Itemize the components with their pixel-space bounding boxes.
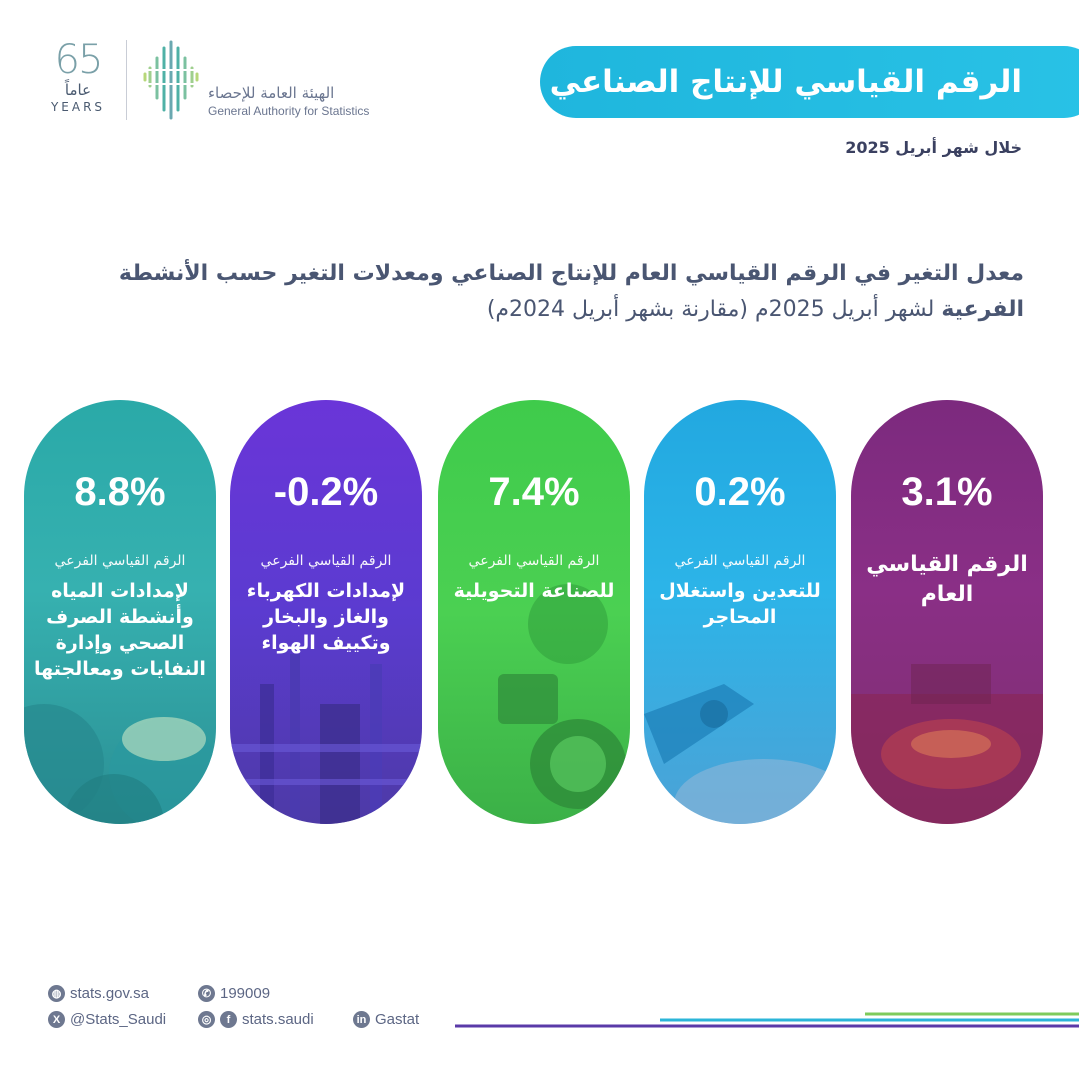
anniversary-en: YEARS (50, 100, 106, 114)
website-text: stats.gov.sa (70, 985, 149, 1002)
twitter-text: @Stats_Saudi (70, 1011, 167, 1028)
card-value: 8.8% (74, 470, 166, 514)
card-value: 3.1% (901, 470, 993, 514)
org-name-ar: الهيئة العامة للإحصاء (208, 84, 335, 102)
power-plant-photo-icon (230, 654, 422, 824)
headline-rest: لشهر أبريل 2025م (مقارنة بشهر أبريل 2024… (486, 297, 942, 322)
card-manufacturing: 7.4% الرقم القياسي الفرعي للصناعة التحوي… (438, 400, 630, 824)
card-label: الرقم القياسي العام (866, 552, 1028, 607)
card-label: لإمدادات المياه وأنشطة الصرف الصحي وإدار… (34, 580, 206, 680)
page-title: الرقم القياسي للإنتاج الصناعي (549, 64, 1022, 100)
electric-motor-photo-icon (498, 584, 626, 809)
gastat-logo-icon (143, 40, 199, 120)
x-twitter-icon: X (48, 1011, 65, 1028)
linkedin-icon: in (353, 1011, 370, 1028)
anniversary-logo: 65 عاماً YEARS (44, 40, 112, 122)
card-label: للتعدين واستغلال المحاجر (659, 580, 821, 628)
mining-excavator-photo-icon (644, 684, 836, 824)
card-general-index: 3.1% الرقم القياسي العام (851, 400, 1043, 824)
anniversary-number: 65 (54, 37, 104, 83)
headline: معدل التغير في الرقم القياسي العام للإنت… (34, 256, 1024, 328)
logo-divider (126, 40, 127, 120)
card-mining: 0.2% الرقم القياسي الفرعي للتعدين واستغل… (644, 400, 836, 824)
phone-icon: ✆ (198, 985, 215, 1002)
card-electricity: -0.2% الرقم القياسي الفرعي لإمدادات الكه… (230, 400, 422, 824)
footer-social[interactable]: ◎ f stats.saudi (198, 1011, 314, 1028)
globe-icon: ◍ (48, 985, 65, 1002)
card-value: -0.2% (273, 470, 379, 514)
card-prefix: الرقم القياسي الفرعي (54, 553, 186, 569)
industrial-sparks-photo-icon (851, 664, 1043, 824)
org-name-en: General Authority for Statistics (208, 104, 370, 118)
decorative-lines (455, 1012, 1079, 1028)
footer-phone[interactable]: ✆ 199009 (198, 985, 270, 1002)
social-text: stats.saudi (242, 1011, 314, 1028)
card-label: للصناعة التحويلية (453, 580, 615, 602)
card-prefix: الرقم القياسي الفرعي (260, 553, 392, 569)
card-value: 0.2% (694, 470, 786, 514)
anniversary-ar: عاماً (64, 81, 92, 99)
title-banner: الرقم القياسي للإنتاج الصناعي (540, 46, 1079, 118)
card-prefix: الرقم القياسي الفرعي (468, 553, 600, 569)
footer-twitter[interactable]: X @Stats_Saudi (48, 1011, 166, 1028)
headline-bold: معدل التغير في الرقم القياسي العام للإنت… (118, 261, 1024, 322)
footer-website[interactable]: ◍ stats.gov.sa (48, 985, 149, 1002)
facebook-icon: f (220, 1011, 237, 1028)
period-subtitle: خلال شهر أبريل 2025 (845, 138, 1022, 157)
instagram-icon: ◎ (198, 1011, 215, 1028)
linkedin-text: Gastat (375, 1011, 420, 1028)
footer-linkedin[interactable]: in Gastat (353, 1011, 419, 1028)
card-water: 8.8% الرقم القياسي الفرعي لإمدادات الميا… (24, 400, 216, 824)
card-value: 7.4% (488, 470, 580, 514)
phone-text: 199009 (220, 985, 271, 1002)
water-pipes-photo-icon (24, 704, 216, 824)
card-label: لإمدادات الكهرباء والغاز والبخار وتكييف … (246, 580, 406, 654)
card-prefix: الرقم القياسي الفرعي (674, 553, 806, 569)
gastat-wordmark: الهيئة العامة للإحصاء General Authority … (208, 84, 408, 118)
